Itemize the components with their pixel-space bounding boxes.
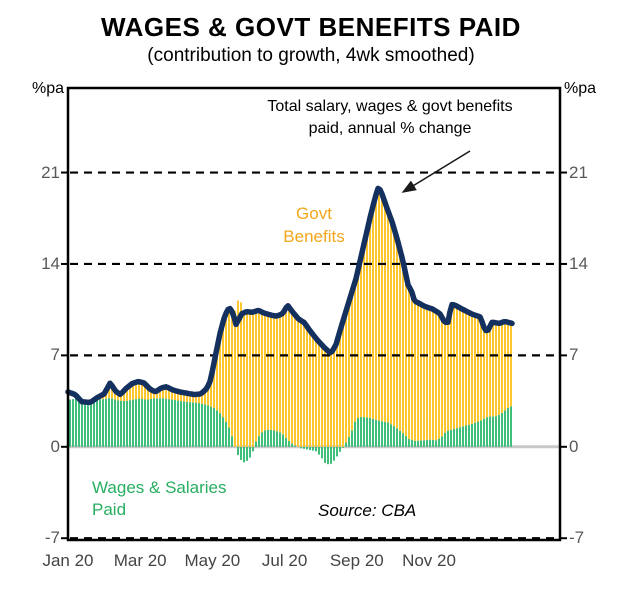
y-tick-label-7-right: 7	[569, 345, 579, 365]
y-tick-label-neg7-left: -7	[44, 528, 60, 548]
y-tick-label-0-right: 0	[569, 436, 579, 456]
wages-bars-series	[69, 398, 512, 465]
wages-series-label: Wages & Salaries Paid	[92, 477, 292, 521]
x-tick-label-nov20: Nov 20	[402, 551, 456, 570]
govt-benefits-label-line1: Govt	[296, 204, 332, 223]
total-line-annotation-line2: paid, annual % change	[308, 120, 472, 137]
total-line-series	[65, 185, 515, 406]
x-tick-label-jul20: Jul 20	[261, 551, 308, 570]
y-axis-unit-right: %pa	[564, 80, 597, 97]
total-line-annotation-line1: Total salary, wages & govt benefits	[267, 98, 513, 115]
x-tick-label-sep20: Sep 20	[329, 551, 384, 570]
y-tick-label-7-left: 7	[50, 345, 60, 365]
y-axis-unit-left: %pa	[31, 80, 64, 97]
chart-subtitle: (contribution to growth, 4wk smoothed)	[147, 45, 475, 66]
y-tick-label-14-left: 14	[41, 253, 60, 273]
y-tick-label-21-left: 21	[41, 162, 60, 182]
chart-title: WAGES & GOVT BENEFITS PAID	[101, 12, 521, 42]
plot-frame	[66, 86, 562, 542]
wages-label-line1: Wages & Salaries	[92, 478, 227, 497]
x-tick-label-jan20: Jan 20	[42, 551, 94, 570]
govt-benefits-label-line2: Benefits	[283, 227, 345, 246]
wages-label-line2: Paid	[92, 500, 127, 519]
x-tick-label-mar20: Mar 20	[113, 551, 167, 570]
y-tick-label-0-left: 0	[50, 436, 60, 456]
annotation-arrow	[401, 150, 471, 193]
x-tick-label-may20: May 20	[184, 551, 241, 570]
source-note: Source: CBA	[318, 501, 417, 520]
y-tick-label-21-right: 21	[569, 162, 588, 182]
govt-benefits-series-label: Govt Benefits	[258, 202, 370, 248]
y-tick-label-neg7-right: -7	[569, 528, 585, 548]
benefits-bars-series	[99, 188, 512, 447]
total-line-annotation: Total salary, wages & govt benefits paid…	[212, 96, 568, 140]
y-tick-label-14-right: 14	[569, 253, 588, 273]
